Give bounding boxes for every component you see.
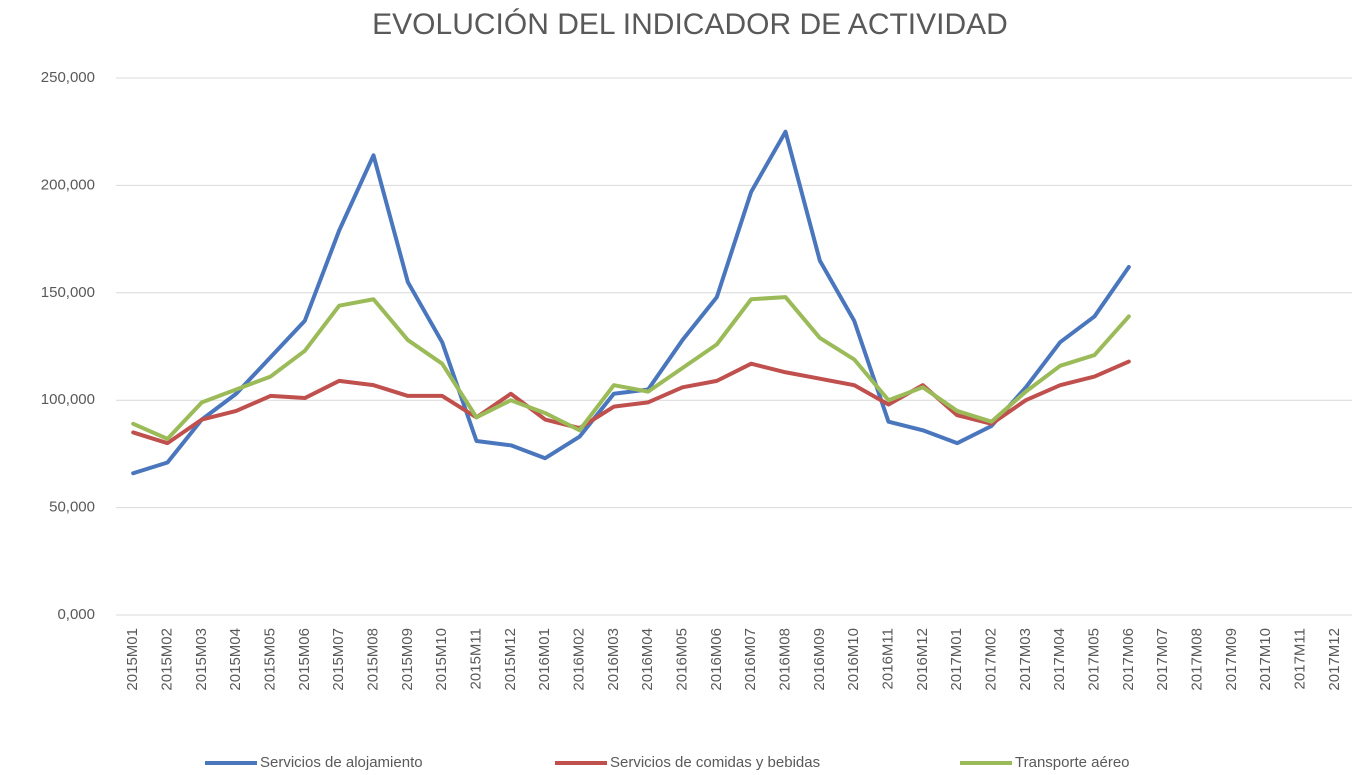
- x-tick-label: 2016M06: [708, 628, 725, 691]
- x-tick-label: 2015M12: [502, 628, 519, 691]
- x-tick-label: 2016M11: [879, 628, 896, 689]
- x-tick-label: 2016M10: [845, 628, 862, 691]
- x-tick-label: 2016M03: [605, 628, 622, 691]
- x-tick-label: 2016M08: [776, 628, 793, 691]
- x-tick-label: 2015M02: [158, 628, 175, 691]
- x-tick-label: 2015M04: [227, 628, 244, 691]
- legend-label: Servicios de alojamiento: [260, 754, 423, 771]
- series-line: [131, 359, 1131, 446]
- x-tick-label: 2017M07: [1154, 628, 1171, 691]
- x-tick-label: 2015M08: [364, 628, 381, 691]
- y-tick-label: 150,000: [41, 284, 95, 301]
- x-tick-label: 2017M11: [1291, 628, 1308, 689]
- x-tick-label: 2016M02: [570, 628, 587, 691]
- chart-title: EVOLUCIÓN DEL INDICADOR DE ACTIVIDAD: [372, 8, 1008, 41]
- y-tick-label: 250,000: [41, 69, 95, 86]
- x-tick-label: 2016M09: [811, 628, 828, 691]
- series-line: [131, 129, 1131, 476]
- x-tick-label: 2017M01: [948, 628, 965, 691]
- x-tick-label: 2017M06: [1120, 628, 1137, 691]
- x-tick-label: 2017M03: [1017, 628, 1034, 691]
- y-tick-label: 200,000: [41, 176, 95, 193]
- x-tick-label: 2017M10: [1257, 628, 1274, 691]
- x-tick-label: 2017M08: [1188, 628, 1205, 691]
- x-tick-label: 2015M06: [296, 628, 313, 691]
- x-tick-label: 2017M12: [1326, 628, 1343, 691]
- x-tick-label: 2017M04: [1051, 628, 1068, 691]
- x-tick-label: 2016M01: [536, 628, 553, 691]
- x-tick-label: 2016M12: [914, 628, 931, 691]
- x-tick-label: 2017M09: [1223, 628, 1240, 691]
- x-tick-label: 2015M01: [124, 628, 141, 691]
- x-tick-label: 2015M05: [261, 628, 278, 691]
- y-tick-label: 0,000: [57, 606, 95, 623]
- legend-label: Servicios de comidas y bebidas: [610, 754, 820, 771]
- x-tick-label: 2016M05: [673, 628, 690, 691]
- x-tick-label: 2016M04: [639, 628, 656, 691]
- y-tick-label: 50,000: [49, 499, 95, 516]
- x-tick-label: 2017M05: [1085, 628, 1102, 691]
- y-tick-label: 100,000: [41, 391, 95, 408]
- x-tick-label: 2015M07: [330, 628, 347, 691]
- x-tick-label: 2015M10: [433, 628, 450, 691]
- x-tick-label: 2015M11: [467, 628, 484, 689]
- x-tick-label: 2017M02: [982, 628, 999, 691]
- x-tick-label: 2015M09: [399, 628, 416, 691]
- series-line: [131, 295, 1131, 441]
- x-tick-label: 2015M03: [193, 628, 210, 691]
- x-tick-label: 2016M07: [742, 628, 759, 691]
- legend-label: Transporte aéreo: [1015, 754, 1130, 771]
